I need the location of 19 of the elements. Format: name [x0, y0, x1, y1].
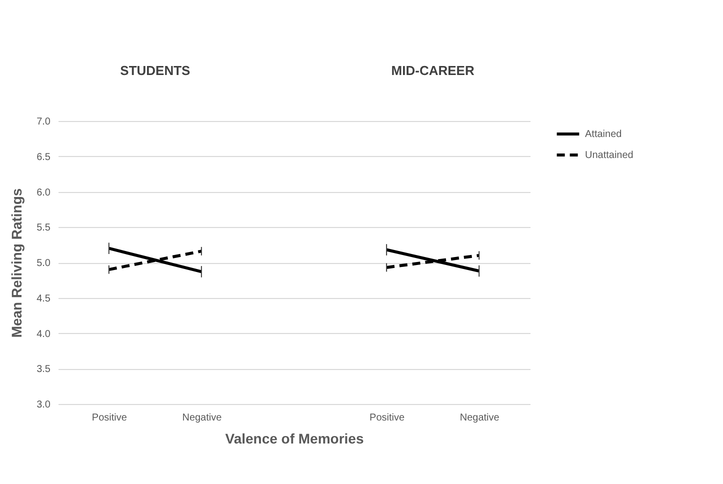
text: MID-CAREER: [391, 63, 475, 78]
y-tick-label: 3.0: [36, 400, 51, 410]
y-tick-label: 7.0: [36, 116, 51, 128]
y-tick-label: 5.5: [36, 222, 51, 234]
x-tick-label: Negative: [460, 412, 500, 424]
y-axis-title: Mean Reliving Ratings: [8, 188, 25, 338]
y-tick-label: 6.0: [36, 187, 51, 198]
y-tick-label: 4.5: [36, 293, 51, 304]
x-axis-title: Valence of Memories: [225, 430, 364, 446]
x-tick-label: Negative: [182, 412, 222, 424]
text: STUDENTS: [120, 63, 191, 78]
x-tick-label: Positive: [370, 412, 405, 424]
y-tick-label: 5.0: [36, 258, 51, 269]
x-tick-label: Positive: [92, 412, 128, 424]
legend-label: Unattained: [585, 150, 634, 161]
y-tick-label: 6.5: [36, 152, 51, 163]
legend-label: Attained: [585, 129, 622, 140]
y-tick-label: 3.5: [36, 364, 51, 376]
y-tick-label: 4.0: [36, 328, 51, 340]
